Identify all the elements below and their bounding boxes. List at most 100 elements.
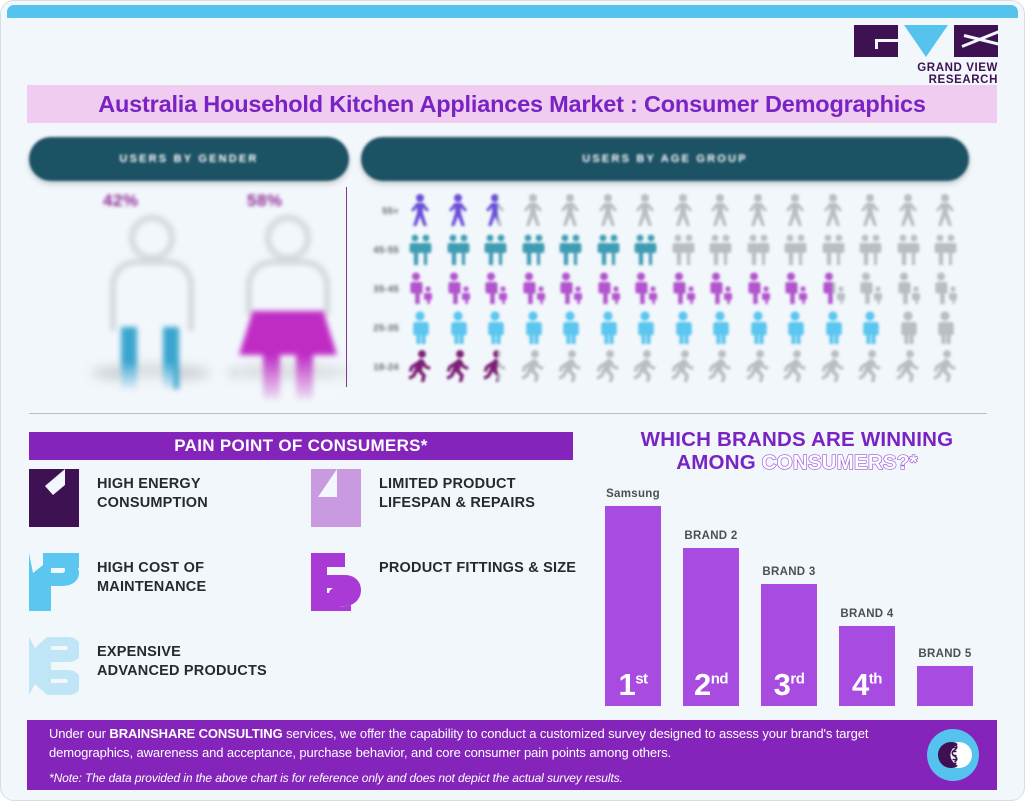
section-header-users-by-gender: USERS BY GENDER [29,137,349,181]
bar-rank-label: 4th [852,669,882,706]
horizontal-divider [29,413,987,414]
vertical-divider [346,187,347,387]
person-figure-icon [707,232,733,267]
logo-g-mark [854,25,898,57]
person-figure-icon [632,310,658,345]
bar-rank-number: 4 [852,667,869,702]
logo-wordmark: GRAND VIEW RESEARCH [917,62,998,86]
bar-category-label: BRAND 5 [918,648,972,660]
person-figure-icon [670,232,696,267]
age-group-row: 55+ [363,191,983,230]
bar-column: BRAND 2 2nd [683,481,739,706]
person-figure-icon [407,232,433,267]
bar-category-label: BRAND 4 [840,608,894,620]
pain-point-number-2-icon [29,553,79,611]
person-figure-icon [482,310,508,345]
age-group-row: 45-55 [363,230,983,269]
bar-rank-number: 1 [618,667,636,702]
pain-point-number-1-icon [29,469,79,527]
person-figure-icon [445,271,471,306]
person-figure-icon [632,232,658,267]
person-figure-icon [482,349,498,384]
person-figure-icon [407,310,433,345]
footer-main-paragraph: Under our BRAINSHARE CONSULTING services… [49,725,903,762]
age-group-row: 25-35 [363,308,983,347]
person-figure-icon [745,349,771,384]
pain-point-label: EXPENSIVE ADVANCED PRODUCTS [97,644,267,679]
person-figure-icon [632,271,658,306]
person-figure-icon [595,271,621,306]
person-figure-icon [707,310,733,345]
title-band: Australia Household Kitchen Appliances M… [27,85,997,123]
bar-rank-label: 3rd [774,669,805,706]
person-figure-icon [745,271,771,306]
bar-rank-suffix: nd [710,670,729,688]
brands-chart-title: WHICH BRANDS ARE WINNING AMONG CONSUMERS… [597,428,997,475]
bar-column: BRAND 4 4th [839,481,895,706]
person-figure-icon [520,310,546,345]
female-figure-icon [227,215,357,401]
bar: 2nd [683,548,739,706]
brands-title-among: AMONG [676,450,762,474]
person-figure-icon [857,349,883,384]
person-figure-icon [820,271,833,306]
pain-point-number-5-icon [311,553,361,611]
age-group-figure-track [407,347,983,386]
footer-main-after: services, we offer the capability to con… [49,726,869,760]
person-figure-icon [520,232,546,267]
bar-rank-suffix: th [868,670,883,688]
person-figure-icon [407,271,433,306]
person-figure-icon [895,349,921,384]
person-figure-icon [445,310,471,345]
person-figure-icon [445,232,471,267]
pain-point-label: HIGH ENERGY CONSUMPTION [97,476,208,511]
person-figure-icon [782,232,808,267]
person-figure-icon [932,271,958,306]
bar-rank-number: 2 [693,667,711,702]
person-figure-icon [895,193,921,228]
age-group-label: 55+ [382,205,399,216]
age-group-pictogram-chart: 55+ 45-55 35-45 25-35 18-24 [363,191,983,386]
person-figure-icon [707,271,733,306]
footer-note: *Note: The data provided in the above ch… [49,770,623,785]
bar: 3rd [761,584,817,706]
bar-category-label: Samsung [606,488,660,500]
person-figure-icon [632,193,658,228]
person-figure-icon [557,232,583,267]
logo-r-mark [954,25,998,57]
person-figure-icon [857,271,883,306]
person-figure-icon [520,349,546,384]
age-group-figure-track [407,191,983,230]
person-figure-icon [895,232,921,267]
person-figure-icon [407,193,433,228]
bar-rank-suffix: rd [790,670,805,688]
age-group-figure-track [407,230,983,269]
pain-point-label: LIMITED PRODUCT LIFESPAN & REPAIRS [379,476,536,511]
footer-main-before: Under our [49,726,110,742]
person-figure-icon [670,349,696,384]
person-figure-icon [857,232,883,267]
person-figure-icon [520,193,546,228]
person-figure-icon [782,349,808,384]
bar: 4th [839,626,895,706]
person-figure-icon [832,271,846,306]
male-percent-label: 42% [103,191,139,210]
person-figure-icon [745,310,771,345]
top-accent-bar [7,5,1018,18]
pain-point-label: HIGH COST OF MAINTENANCE [97,560,207,595]
person-figure-icon [520,271,546,306]
age-group-label: 45-55 [373,244,399,255]
pain-point-label: PRODUCT FITTINGS & SIZE [379,560,577,576]
grand-view-research-logo: GRAND VIEW RESEARCH [848,25,998,86]
person-figure-icon [745,232,771,267]
person-figure-icon [895,271,921,306]
page-title: Australia Household Kitchen Appliances M… [98,90,926,117]
brands-title-line1: WHICH BRANDS ARE WINNING [640,428,954,451]
brainshare-icon [925,727,981,783]
footer-banner: Under our BRAINSHARE CONSULTING services… [27,720,997,790]
person-figure-icon [445,349,471,384]
person-figure-icon [595,232,621,267]
person-figure-icon [497,349,508,384]
person-figure-icon [557,193,583,228]
